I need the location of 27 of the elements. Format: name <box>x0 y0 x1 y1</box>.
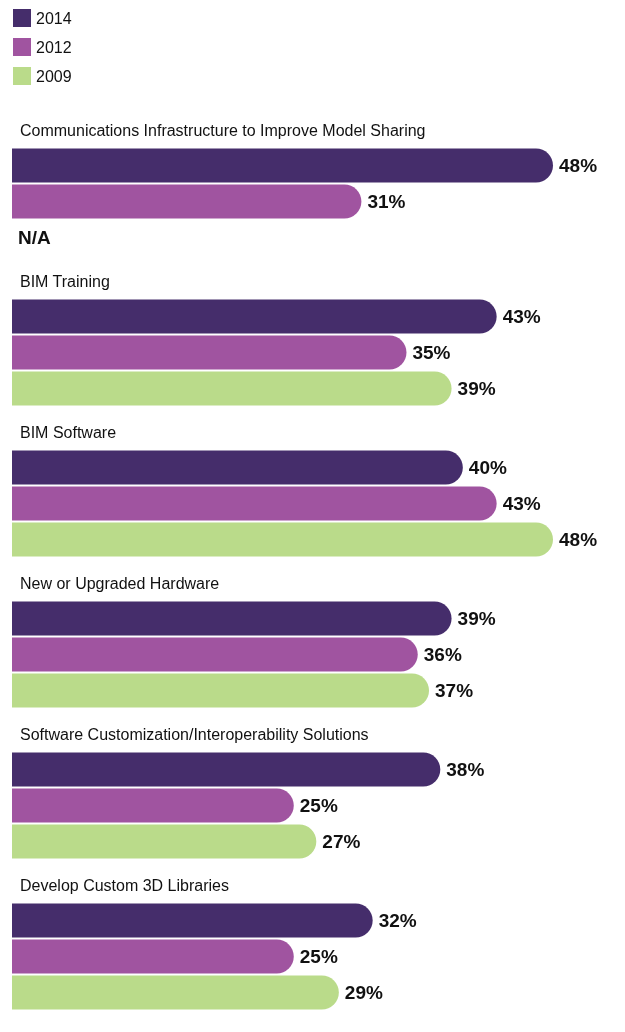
data-label: 40% <box>468 456 507 478</box>
data-label: 43% <box>502 493 541 514</box>
data-label: 38% <box>446 758 485 780</box>
legend-label: 2009 <box>36 67 72 85</box>
y-tick-label: Develop Custom 3D Libraries <box>20 877 229 894</box>
data-label: 43% <box>502 305 541 327</box>
data-label: 48% <box>559 529 598 551</box>
data-label: 32% <box>378 909 417 931</box>
y-tick-label: Software Customization/Interoperability Solutions <box>20 726 369 743</box>
data-label: 35% <box>412 342 451 363</box>
text: N/A <box>18 227 51 249</box>
data-label: 25% <box>299 946 338 967</box>
y-tick-label: Communications Infrastructure to Improve Model Sharing <box>20 122 426 139</box>
data-label: 31% <box>367 191 406 212</box>
data-label: 29% <box>344 982 383 1004</box>
y-tick-label: BIM Software <box>20 424 117 441</box>
data-label: 36% <box>423 644 462 665</box>
legend-label: 2014 <box>36 9 72 27</box>
data-label: 27% <box>322 831 361 853</box>
data-label: 39% <box>457 607 496 629</box>
legend-label: 2012 <box>36 38 72 56</box>
data-label: 48% <box>559 154 598 176</box>
y-tick-label: New or Upgraded Hardware <box>20 575 220 592</box>
y-tick-label: BIM Training <box>20 273 110 290</box>
data-label: 39% <box>457 378 496 400</box>
data-label: 37% <box>435 680 474 702</box>
data-label: 25% <box>299 795 338 816</box>
